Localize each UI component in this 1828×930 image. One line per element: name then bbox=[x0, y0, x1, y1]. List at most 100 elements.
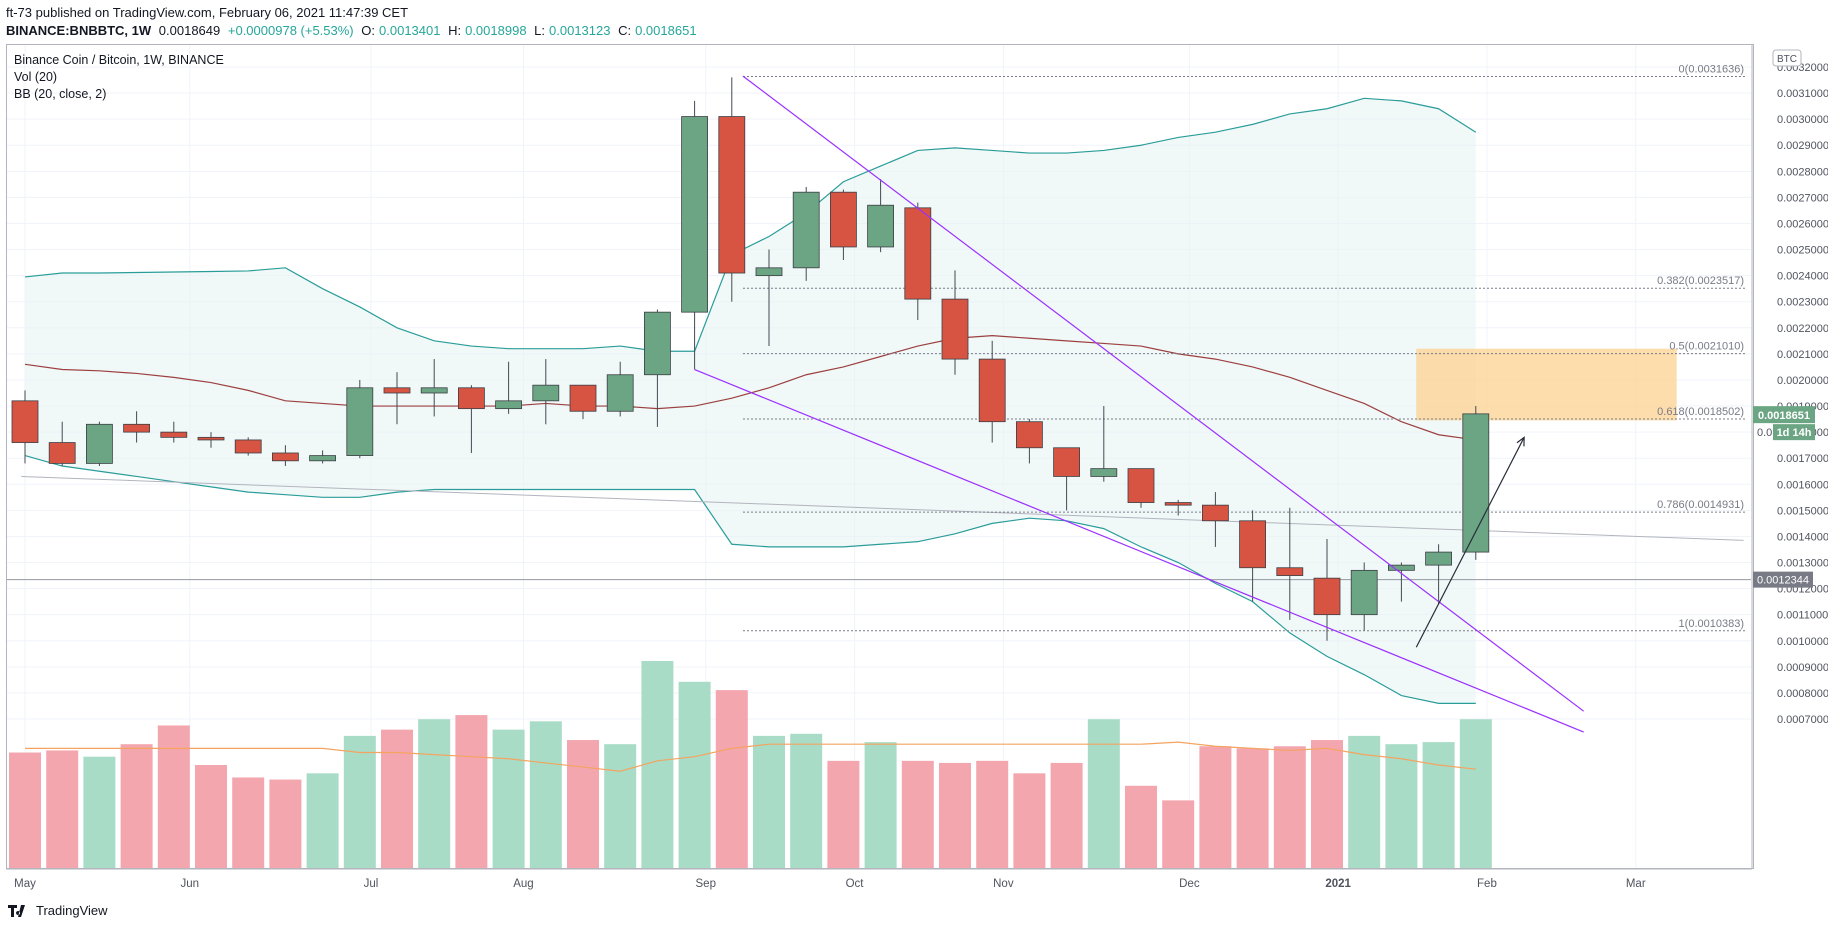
candle-down bbox=[1016, 421, 1043, 449]
tradingview-footer[interactable]: TradingView bbox=[8, 903, 108, 918]
volume-bar bbox=[1162, 800, 1195, 868]
fib-level-label: 1(0.0010383) bbox=[1679, 618, 1744, 630]
volume-bar bbox=[157, 725, 190, 868]
volume-bar bbox=[790, 733, 823, 868]
last-price-tag-label: 0.0018651 bbox=[1758, 410, 1810, 422]
volume-bar bbox=[269, 779, 302, 868]
chart-legend: Binance Coin / Bitcoin, 1W, BINANCE Vol … bbox=[14, 52, 224, 103]
open-value: 0.0013401 bbox=[379, 23, 441, 38]
volume-bar bbox=[753, 735, 785, 868]
time-tick-label: Aug bbox=[513, 878, 533, 890]
price-tick-label: 0.0022000 bbox=[1777, 323, 1828, 335]
volume-bar bbox=[1459, 719, 1492, 868]
fib-level-label: 0.618(0.0018502) bbox=[1657, 406, 1744, 418]
volume-bar bbox=[604, 744, 637, 868]
candle-down bbox=[48, 442, 76, 464]
price-tick-label: 0.0025000 bbox=[1777, 245, 1828, 257]
price-tick-label: 0.0008000 bbox=[1777, 688, 1828, 700]
low-value: 0.0013123 bbox=[549, 23, 611, 38]
price-tick-label: 0.0007000 bbox=[1777, 714, 1828, 726]
price-tick-label: 0.0016000 bbox=[1777, 479, 1828, 491]
volume-bar bbox=[827, 760, 860, 868]
trend-line bbox=[694, 368, 1584, 733]
fib-level-label: 0.5(0.0021010) bbox=[1669, 341, 1744, 353]
candle-up bbox=[755, 267, 783, 277]
price-tick-label: 0.0010000 bbox=[1777, 636, 1828, 648]
time-tick-label: Nov bbox=[993, 878, 1014, 890]
volume-bar bbox=[46, 750, 79, 868]
bollinger-lower-line bbox=[24, 455, 1476, 704]
volume-bar bbox=[1348, 735, 1381, 868]
candle-down bbox=[941, 298, 969, 360]
currency-box bbox=[1772, 49, 1802, 67]
time-tick-label: Feb bbox=[1477, 878, 1497, 890]
horizontal-line-tag bbox=[1753, 571, 1813, 588]
time-tick-label: May bbox=[14, 878, 36, 890]
volume-bar bbox=[901, 760, 934, 868]
time-tick-label: Oct bbox=[846, 878, 865, 890]
volume-bar bbox=[1273, 746, 1306, 868]
candle-up bbox=[606, 374, 634, 412]
time-tick-label: Sep bbox=[696, 878, 716, 890]
candle-up bbox=[420, 387, 448, 394]
projection-arrow-head bbox=[1516, 436, 1525, 447]
candle-down bbox=[1202, 504, 1229, 522]
close-label: C: bbox=[618, 23, 632, 38]
candle-up bbox=[1388, 564, 1415, 571]
open-label: O: bbox=[361, 23, 376, 38]
price-tick-label: 0.0030000 bbox=[1777, 114, 1828, 126]
candle-down bbox=[11, 400, 39, 443]
candle-down bbox=[718, 116, 746, 274]
candle-down bbox=[830, 191, 857, 248]
volume-bar bbox=[381, 729, 413, 868]
last-price-tag bbox=[1753, 406, 1815, 424]
volume-bar bbox=[864, 742, 897, 868]
volume-bar bbox=[120, 744, 153, 868]
volume-bar bbox=[1050, 762, 1083, 868]
price-tick-label: 0.0009000 bbox=[1777, 662, 1828, 674]
bollinger-upper-line bbox=[24, 97, 1477, 352]
volume-bar bbox=[343, 735, 376, 868]
volume-bar bbox=[1236, 748, 1269, 868]
trend-line bbox=[742, 75, 1585, 712]
volume-ma-line bbox=[25, 741, 1476, 772]
candle-up bbox=[346, 387, 374, 456]
countdown-tag-label: 1d 14h bbox=[1777, 427, 1812, 439]
legend-title: Binance Coin / Bitcoin, 1W, BINANCE bbox=[14, 53, 224, 67]
time-tick-label: 2021 bbox=[1325, 878, 1351, 890]
volume-bar bbox=[939, 762, 971, 868]
candle-up bbox=[1462, 413, 1490, 553]
candle-up bbox=[644, 311, 671, 376]
candle-up bbox=[1350, 569, 1378, 616]
candle-up bbox=[86, 423, 113, 464]
candle-up bbox=[495, 400, 523, 410]
time-tick-label: Mar bbox=[1626, 878, 1646, 890]
time-tick-label: Jul bbox=[364, 878, 379, 890]
price-change: +0.0000978 (+5.53%) bbox=[227, 23, 354, 38]
candle-down bbox=[904, 207, 932, 300]
symbol: BINANCE:BNBBTC, 1W bbox=[6, 23, 152, 38]
high-value: 0.0018998 bbox=[465, 23, 527, 38]
fib-level-label: 0.786(0.0014931) bbox=[1657, 499, 1744, 511]
candle-down bbox=[234, 439, 262, 454]
volume-bar bbox=[715, 690, 748, 868]
candle-down bbox=[1276, 567, 1304, 576]
candle-down bbox=[1313, 577, 1341, 616]
price-tick-label: 0.0031000 bbox=[1777, 88, 1828, 100]
publish-header: ft-73 published on TradingView.com, Febr… bbox=[6, 4, 701, 40]
candle-down bbox=[383, 387, 411, 394]
price-tick-label: 0.0026000 bbox=[1777, 218, 1828, 230]
price-tick-label: 0.0023000 bbox=[1777, 297, 1828, 309]
legend-volume: Vol (20) bbox=[14, 70, 58, 84]
volume-bar bbox=[1125, 785, 1157, 868]
volume-bar bbox=[83, 756, 116, 868]
volume-bar bbox=[567, 740, 599, 868]
low-label: L: bbox=[534, 23, 546, 38]
candle-down bbox=[1127, 468, 1155, 503]
candle-up bbox=[309, 455, 337, 462]
price-tick-label: 0.0015000 bbox=[1777, 505, 1828, 517]
candle-down bbox=[569, 384, 597, 412]
candle-down bbox=[160, 431, 188, 438]
time-tick-label: Dec bbox=[1179, 878, 1200, 890]
